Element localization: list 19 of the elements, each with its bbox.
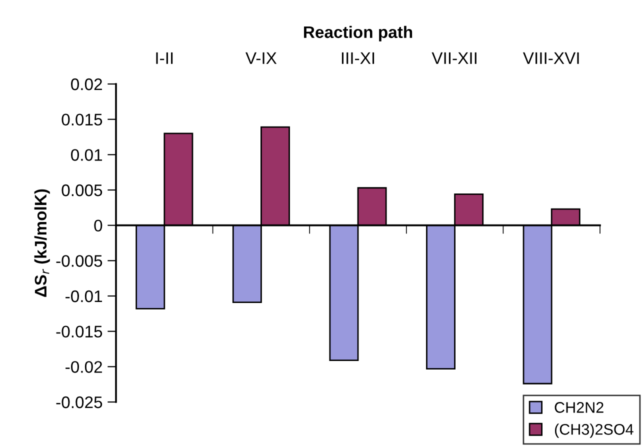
x-axis-title: Reaction path xyxy=(304,26,412,42)
y-axis-title: ΔS$_{r}$ (kJ/molK) xyxy=(34,189,50,297)
y-tick-label: 0.005 xyxy=(62,184,102,196)
x-tick-label: VII-XII xyxy=(432,52,476,64)
y-tick-label: 0.015 xyxy=(62,114,102,126)
x-tick-label: V-IX xyxy=(246,52,277,64)
x-tick-label: I-II xyxy=(156,52,173,64)
y-tick-label: 0.02 xyxy=(71,78,102,90)
y-tick-label: -0.02 xyxy=(66,361,102,373)
x-tick-label: VIII-XVI xyxy=(522,52,579,64)
legend-label: (CH3)2SO4 xyxy=(554,424,634,438)
y-tick-label: 0.01 xyxy=(71,149,102,161)
x-tick-label: III-XI xyxy=(342,52,374,64)
y-tick-label: -0.015 xyxy=(56,326,102,338)
legend-label: CH2N2 xyxy=(554,402,604,413)
y-tick-label: -0.005 xyxy=(56,255,102,267)
y-tick-label: -0.01 xyxy=(66,290,102,302)
y-tick-label: 0 xyxy=(94,220,102,232)
y-tick-label: -0.025 xyxy=(56,396,102,408)
